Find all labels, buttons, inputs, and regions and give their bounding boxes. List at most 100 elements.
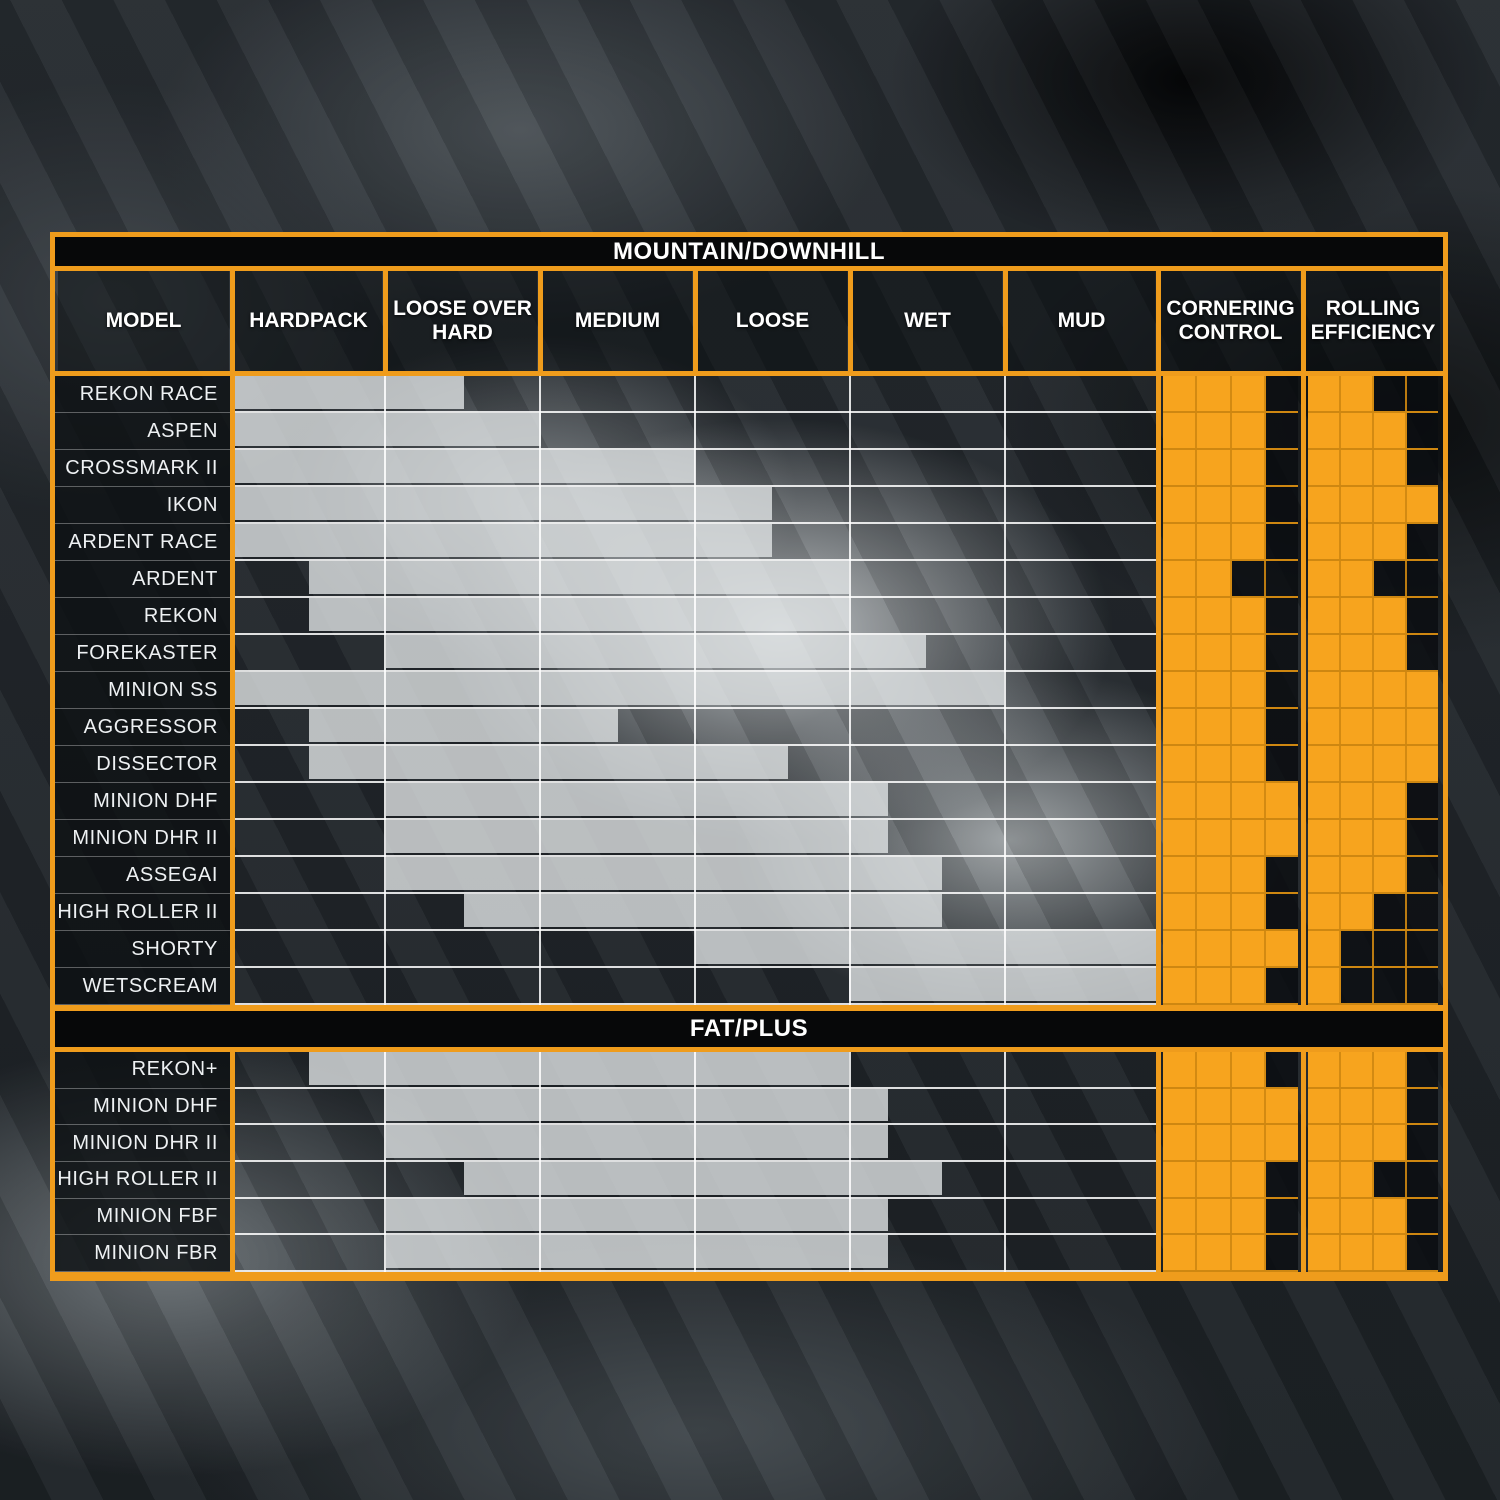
rolling-rating-group (1308, 894, 1438, 931)
terrain-bar (386, 857, 942, 890)
row-minion-dhr-ii: MINION DHR II (55, 1125, 1443, 1162)
cornering-cell-filled (1163, 524, 1198, 559)
rolling-cell-filled (1341, 450, 1374, 485)
cornering-cell-filled (1231, 709, 1266, 744)
cornering-cell-filled (1231, 1088, 1266, 1124)
column-border-line (1155, 1052, 1161, 1272)
cornering-cell-filled (1197, 857, 1232, 892)
cornering-cell-filled (1197, 376, 1232, 411)
terrain-gridline (539, 376, 541, 1005)
terrain-bar (309, 598, 850, 631)
cornering-cell-filled (1197, 894, 1232, 929)
cornering-rating-group (1163, 1052, 1298, 1089)
rolling-cell-filled (1374, 413, 1407, 448)
cornering-cell-filled (1163, 894, 1198, 929)
cornering-cell-empty (1265, 672, 1298, 707)
rolling-cell-empty (1374, 1161, 1407, 1197)
model-label: MINION DHF (55, 783, 232, 820)
terrain-gridline (1004, 1052, 1006, 1272)
rolling-cell-filled (1341, 487, 1374, 522)
cornering-cell-empty (1265, 413, 1298, 448)
cornering-cell-filled (1197, 820, 1232, 855)
rolling-cell-filled (1308, 413, 1341, 448)
row-high-roller-ii: HIGH ROLLER II (55, 894, 1443, 931)
cornering-cell-filled (1163, 820, 1198, 855)
rolling-cell-filled (1407, 672, 1438, 707)
rolling-cell-filled (1341, 561, 1374, 596)
rolling-cell-filled (1308, 672, 1341, 707)
row-high-roller-ii: HIGH ROLLER II (55, 1161, 1443, 1199)
cornering-cell-filled (1231, 1198, 1266, 1234)
rolling-cell-empty (1407, 931, 1438, 966)
cornering-cell-filled (1231, 1161, 1266, 1197)
cornering-rating-group (1163, 746, 1298, 783)
column-header-cornering-control: CORNERING CONTROL (1161, 271, 1300, 371)
cornering-cell-filled (1197, 1235, 1232, 1270)
column-header-medium: MEDIUM (543, 271, 692, 371)
rolling-cell-filled (1341, 413, 1374, 448)
rolling-cell-filled (1374, 783, 1407, 818)
cornering-rating-group (1163, 820, 1298, 857)
cornering-cell-empty (1265, 487, 1298, 522)
cornering-cell-filled (1231, 746, 1266, 781)
model-label: CROSSMARK II (55, 450, 232, 487)
cornering-cell-filled (1163, 672, 1198, 707)
terrain-bar (232, 672, 1004, 705)
cornering-cell-empty (1265, 598, 1298, 633)
cornering-rating-group (1163, 1198, 1298, 1236)
divider-line (55, 1272, 1443, 1276)
rolling-cell-filled (1308, 487, 1341, 522)
rolling-cell-filled (1374, 1235, 1407, 1270)
cornering-cell-filled (1231, 487, 1266, 522)
terrain-bar (695, 931, 1158, 964)
rolling-cell-filled (1341, 1125, 1374, 1160)
cornering-cell-filled (1231, 524, 1266, 559)
cornering-cell-filled (1197, 487, 1232, 522)
rolling-cell-filled (1341, 746, 1374, 781)
row-rekon-race: REKON RACE (55, 376, 1443, 413)
cornering-cell-filled (1231, 1052, 1266, 1087)
rolling-cell-filled (1341, 1161, 1374, 1197)
rolling-cell-empty (1407, 524, 1438, 559)
rolling-cell-empty (1341, 931, 1374, 966)
terrain-gridline (694, 1052, 696, 1272)
column-border-line (1300, 1052, 1306, 1272)
rolling-cell-filled (1308, 1235, 1341, 1270)
cornering-rating-group (1163, 635, 1298, 672)
rolling-rating-group (1308, 672, 1438, 709)
terrain-bar (232, 376, 464, 409)
terrain-bar (849, 968, 1158, 1001)
cornering-cell-filled (1197, 709, 1232, 744)
terrain-bar (232, 413, 541, 446)
rolling-rating-group (1308, 413, 1438, 450)
cornering-rating-group (1163, 1125, 1298, 1162)
rolling-rating-group (1308, 1125, 1438, 1162)
rolling-cell-empty (1407, 1161, 1438, 1197)
rolling-cell-filled (1341, 598, 1374, 633)
header-separator-line (382, 266, 388, 376)
cornering-cell-filled (1163, 1088, 1198, 1124)
cornering-cell-filled (1265, 1125, 1298, 1160)
terrain-gridline (384, 376, 386, 1005)
rolling-cell-filled (1407, 709, 1438, 744)
model-label: WETSCREAM (55, 968, 232, 1005)
rolling-cell-filled (1374, 857, 1407, 892)
cornering-cell-empty (1265, 857, 1298, 892)
cornering-cell-filled (1163, 413, 1198, 448)
cornering-cell-filled (1231, 1125, 1266, 1160)
cornering-cell-empty (1265, 1235, 1298, 1270)
rolling-cell-empty (1341, 968, 1374, 1003)
divider-line (55, 266, 1443, 271)
cornering-cell-filled (1231, 635, 1266, 670)
rolling-cell-empty (1407, 561, 1438, 596)
cornering-cell-filled (1163, 1161, 1198, 1197)
cornering-rating-group (1163, 487, 1298, 524)
terrain-bar (386, 783, 888, 816)
row-ardent: ARDENT (55, 561, 1443, 598)
cornering-cell-filled (1163, 1052, 1198, 1087)
rolling-rating-group (1308, 524, 1438, 561)
cornering-cell-empty (1265, 561, 1298, 596)
cornering-cell-filled (1197, 413, 1232, 448)
cornering-cell-filled (1163, 709, 1198, 744)
rolling-rating-group (1308, 820, 1438, 857)
